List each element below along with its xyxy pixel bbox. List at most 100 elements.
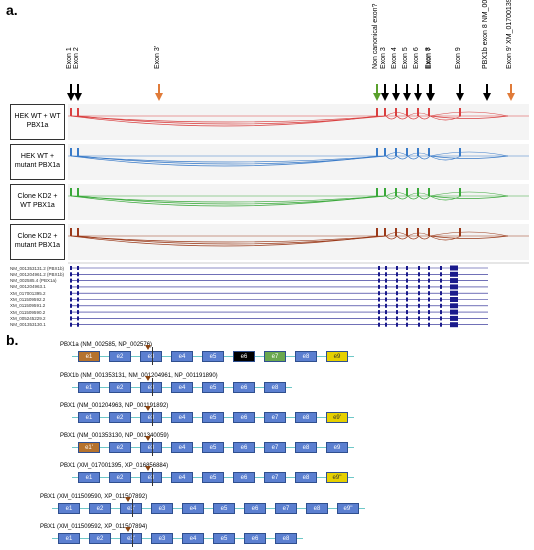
reference-track-label: XM_005245229.2 bbox=[10, 315, 46, 321]
isoform-exon: e1' bbox=[78, 442, 100, 453]
transcript-exon bbox=[428, 272, 430, 277]
transcript-exon bbox=[418, 303, 420, 308]
isoform-exon: e2 bbox=[109, 412, 131, 423]
exon-arrow-shaft bbox=[486, 84, 488, 94]
exon-label: Non canonical exon? bbox=[372, 3, 379, 69]
transcript-exon bbox=[418, 310, 420, 315]
coverage-peak bbox=[376, 148, 378, 156]
transcript-exon bbox=[396, 291, 398, 296]
exon-arrow-shaft bbox=[384, 84, 386, 94]
coverage-peak bbox=[406, 188, 408, 196]
transcript-exon bbox=[440, 284, 442, 289]
mutation-marker bbox=[145, 376, 151, 381]
transcript-exon bbox=[70, 291, 72, 296]
exon-arrow-head bbox=[483, 93, 491, 101]
mutation-line bbox=[152, 408, 153, 426]
splice-junction-arc bbox=[77, 115, 387, 125]
transcript-exon bbox=[385, 278, 387, 283]
isoform-exon: e2 bbox=[89, 533, 111, 544]
transcript-exon bbox=[450, 278, 458, 284]
sashimi-track-bg bbox=[68, 184, 529, 220]
isoform-exon: e8 bbox=[295, 442, 317, 453]
transcript-exon bbox=[385, 303, 387, 308]
splice-junction-arc bbox=[418, 155, 431, 160]
transcript-exon bbox=[450, 290, 458, 296]
isoform-exon: e6 bbox=[233, 442, 255, 453]
transcript-exon bbox=[70, 284, 72, 289]
transcript-exon bbox=[428, 322, 430, 327]
reference-track-label: XM_011509591.2 bbox=[10, 303, 46, 309]
splice-junction-arc bbox=[429, 111, 509, 117]
isoform-backbone bbox=[52, 508, 365, 509]
condition-label: HEK WT + mutant PBX1a bbox=[10, 144, 65, 180]
mutation-line bbox=[152, 378, 153, 396]
splice-junction-arc bbox=[77, 235, 387, 245]
exon-label: Exon 2 bbox=[73, 47, 80, 69]
coverage-peak bbox=[70, 148, 72, 156]
splice-junction-arc bbox=[429, 115, 462, 121]
splice-junction-arc bbox=[77, 195, 387, 205]
exon-arrow-shaft bbox=[459, 84, 461, 94]
exon-arrow-head bbox=[507, 93, 515, 101]
transcript-exon bbox=[378, 316, 380, 321]
transcript-exon bbox=[450, 315, 458, 321]
coverage-peak bbox=[384, 188, 386, 196]
transcript-exon bbox=[385, 291, 387, 296]
isoform-exon: e4 bbox=[182, 503, 204, 514]
exon-label: Exon 3 bbox=[380, 47, 387, 69]
isoform-title: PBX1 (XM_011509592, XP_011507894) bbox=[40, 524, 148, 530]
mutation-line bbox=[152, 468, 153, 486]
splice-junction-arc bbox=[407, 112, 431, 117]
transcript-exon bbox=[428, 310, 430, 315]
splice-junction-arc bbox=[429, 235, 462, 241]
coverage-peak bbox=[406, 148, 408, 156]
isoform-exon: e3 bbox=[140, 351, 162, 362]
isoform-exon: e8 bbox=[295, 472, 317, 483]
transcript-exon bbox=[440, 316, 442, 321]
exon-arrow-shaft bbox=[158, 84, 160, 94]
transcript-exon bbox=[77, 316, 79, 321]
splice-junction-arc bbox=[396, 195, 409, 200]
mutation-line bbox=[152, 438, 153, 456]
splice-junction-arc bbox=[77, 155, 387, 165]
condition-label: Clone KD2 + WT PBX1a bbox=[10, 184, 65, 220]
exon-arrow-head bbox=[456, 93, 464, 101]
splice-junction-arc bbox=[385, 115, 398, 120]
splice-junction-arc bbox=[429, 195, 462, 201]
condition-label: Clone KD2 + mutant PBX1a bbox=[10, 224, 65, 260]
transcript-exon bbox=[77, 291, 79, 296]
coverage-peak bbox=[395, 188, 397, 196]
reference-track-label: XM_011509592.2 bbox=[10, 297, 46, 302]
transcript-exon bbox=[450, 271, 458, 277]
coverage-peak bbox=[70, 228, 72, 236]
transcript-exon bbox=[396, 266, 398, 270]
splice-junction-arc bbox=[429, 231, 509, 237]
transcript-exon bbox=[77, 322, 79, 327]
transcript-exon bbox=[396, 284, 398, 289]
coverage-peak bbox=[384, 228, 386, 236]
splice-junction-arc bbox=[429, 155, 462, 161]
transcript-exon bbox=[396, 316, 398, 321]
transcript-exon bbox=[450, 309, 458, 315]
splice-junction-arc bbox=[385, 235, 398, 240]
coverage-peak bbox=[428, 188, 430, 196]
reference-track-label: NM_001204961.2 (PBX1b) bbox=[10, 271, 65, 277]
splice-junction-arc bbox=[407, 152, 431, 157]
isoform-backbone bbox=[52, 538, 303, 539]
exon-arrow-head bbox=[381, 93, 389, 101]
isoform-exon: e8 bbox=[306, 503, 328, 514]
transcript-exon bbox=[378, 266, 380, 270]
transcript-exon bbox=[378, 272, 380, 277]
transcript-exon bbox=[378, 297, 380, 302]
exon-arrow-head bbox=[67, 93, 75, 101]
splice-junction-arc bbox=[418, 235, 431, 240]
transcript-exon bbox=[406, 284, 408, 289]
transcript-exon bbox=[77, 266, 79, 270]
condition-label: HEK WT + WT PBX1a bbox=[10, 104, 65, 140]
transcript-exon bbox=[406, 266, 408, 270]
transcript-exon bbox=[406, 297, 408, 302]
isoform-exon: e3' bbox=[120, 503, 142, 514]
coverage-peak bbox=[77, 148, 79, 156]
mutation-line bbox=[132, 529, 133, 547]
coverage-peak bbox=[77, 188, 79, 196]
